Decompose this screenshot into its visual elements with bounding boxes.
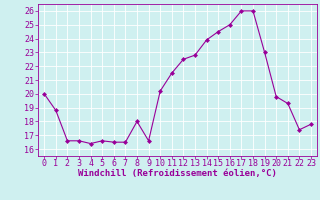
X-axis label: Windchill (Refroidissement éolien,°C): Windchill (Refroidissement éolien,°C)	[78, 169, 277, 178]
